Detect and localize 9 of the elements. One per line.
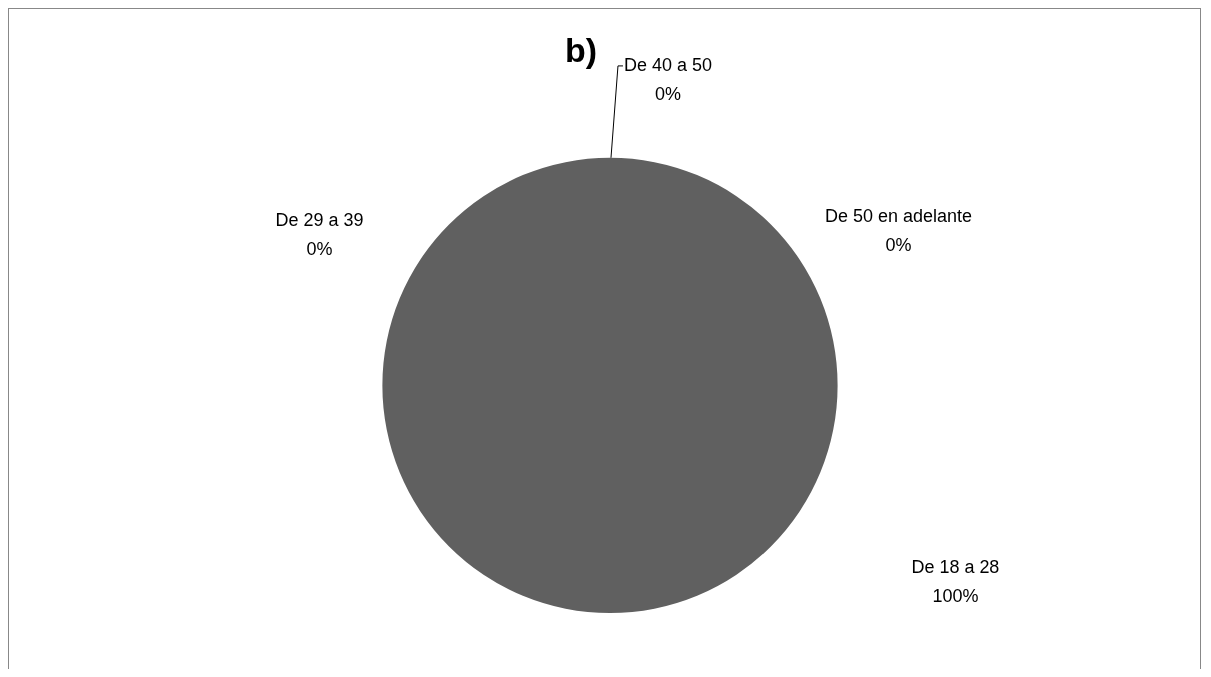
chart-title: b) <box>565 31 598 70</box>
slice-label: De 18 a 28 <box>911 557 1000 578</box>
text: 0% <box>885 234 912 255</box>
text: 0% <box>306 238 333 259</box>
data-label: 100% <box>932 586 979 607</box>
category-label: De 40 a 50 <box>623 54 712 75</box>
category-label: De 50 en adelante <box>825 205 972 226</box>
category-label: De 29 a 39 <box>275 209 364 230</box>
text: 0% <box>654 83 681 104</box>
